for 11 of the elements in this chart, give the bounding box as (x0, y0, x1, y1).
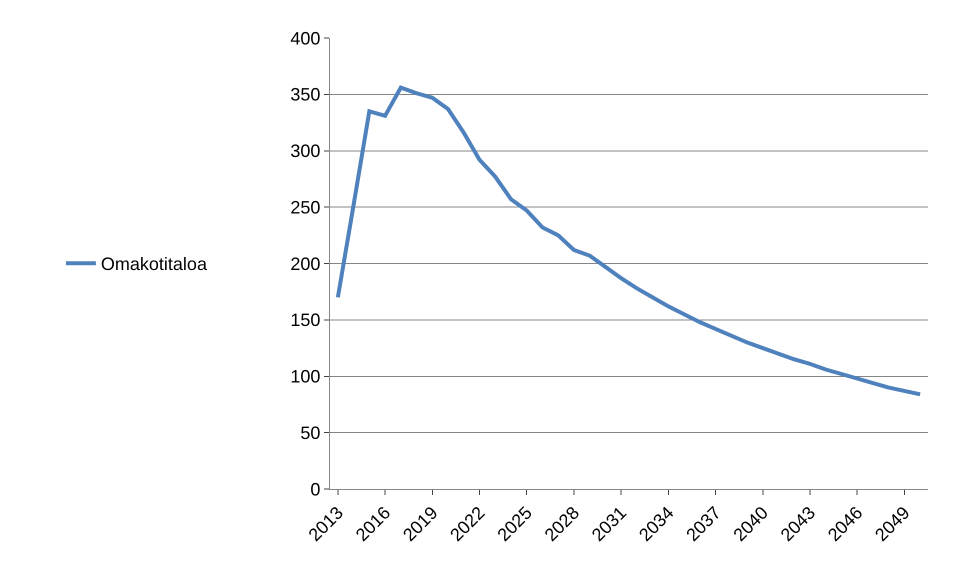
legend-label: Omakotitaloa (100, 254, 208, 274)
y-tick-label: 300 (290, 141, 320, 162)
y-tick-label: 400 (290, 28, 320, 48)
line-series (336, 86, 922, 396)
y-tick-label: 50 (300, 422, 320, 443)
y-tick-label: 200 (290, 254, 320, 274)
y-tick-label: 150 (290, 310, 320, 330)
y-tick-label: 350 (290, 84, 320, 105)
y-tick-label: 0 (310, 479, 320, 500)
y-tick-label: 250 (290, 197, 320, 218)
y-tick-label: 100 (290, 366, 320, 387)
